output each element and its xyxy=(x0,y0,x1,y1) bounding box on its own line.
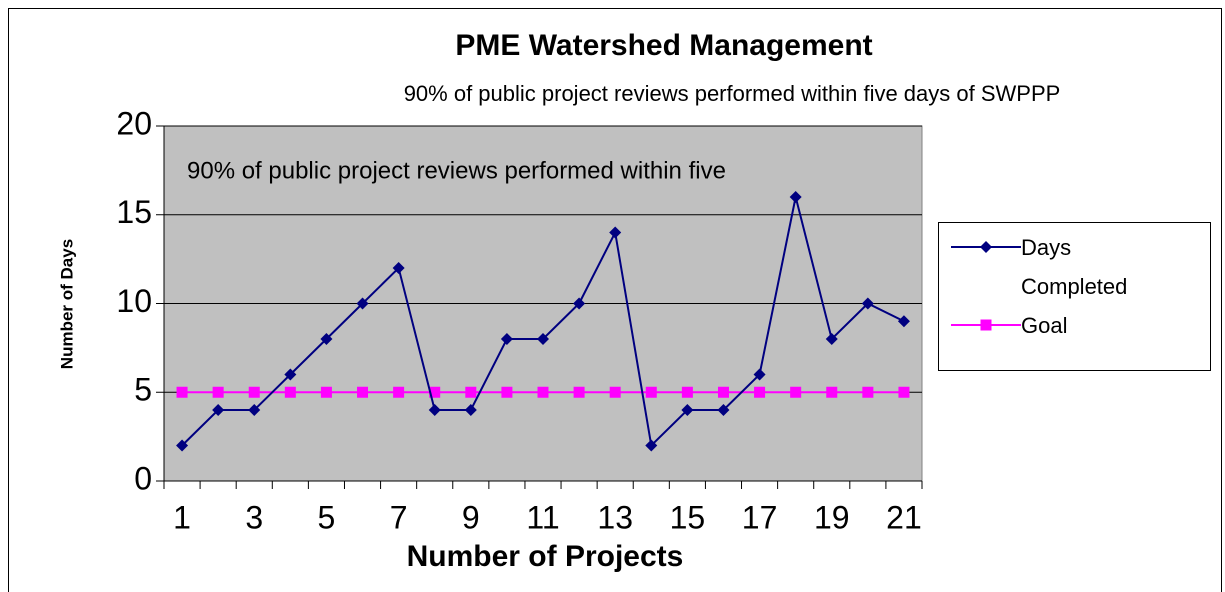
marker xyxy=(980,241,992,253)
marker xyxy=(464,404,477,416)
marker xyxy=(609,226,622,239)
marker xyxy=(897,315,910,328)
chart-subtitle: 90% of public project reviews performed … xyxy=(404,81,1061,106)
marker xyxy=(754,386,766,398)
marker xyxy=(320,333,333,345)
y-axis-title: Number of Days xyxy=(57,239,76,369)
marker xyxy=(501,386,513,398)
marker xyxy=(645,439,658,452)
x-tick-label: 13 xyxy=(597,499,633,535)
marker xyxy=(573,386,585,398)
x-tick-label: 3 xyxy=(245,499,263,535)
marker xyxy=(392,262,405,274)
marker xyxy=(537,386,549,398)
marker xyxy=(862,386,874,398)
annotation: 90% of public project reviews performed … xyxy=(187,157,726,184)
x-tick-label: 17 xyxy=(742,499,778,535)
x-tick-label: 5 xyxy=(318,499,336,535)
marker xyxy=(428,404,441,416)
marker xyxy=(500,333,513,345)
marker xyxy=(284,368,297,381)
marker xyxy=(717,404,730,416)
marker xyxy=(645,386,657,398)
marker xyxy=(681,386,693,398)
x-tick-label: 15 xyxy=(670,499,706,535)
marker xyxy=(609,386,621,398)
marker xyxy=(753,368,766,381)
marker xyxy=(465,386,477,398)
y-tick-label: 5 xyxy=(134,372,152,408)
marker xyxy=(573,297,586,310)
x-tick-label: 7 xyxy=(390,499,408,535)
marker xyxy=(248,404,261,416)
marker xyxy=(789,191,802,203)
marker xyxy=(248,386,260,398)
marker xyxy=(825,333,838,345)
marker xyxy=(176,386,188,398)
marker xyxy=(357,386,369,398)
marker xyxy=(861,297,874,310)
x-tick-label: 19 xyxy=(814,499,850,535)
x-tick-label: 11 xyxy=(526,499,559,535)
y-tick-label: 10 xyxy=(116,283,152,319)
marker xyxy=(356,297,369,310)
y-tick-label: 20 xyxy=(116,105,152,141)
marker xyxy=(176,439,189,452)
y-tick-label: 0 xyxy=(134,460,152,496)
marker xyxy=(980,319,992,331)
legend-swatch xyxy=(951,319,1021,331)
marker xyxy=(826,386,838,398)
x-tick-label: 9 xyxy=(462,499,480,535)
marker xyxy=(717,386,729,398)
marker xyxy=(212,386,224,398)
marker xyxy=(429,386,441,398)
y-tick-label: 15 xyxy=(116,194,152,230)
marker xyxy=(790,386,802,398)
x-axis-title: Number of Projects xyxy=(407,540,684,573)
legend-label: Goal xyxy=(1021,313,1068,338)
marker xyxy=(393,386,405,398)
marker xyxy=(284,386,296,398)
x-tick-label: 21 xyxy=(886,499,922,535)
marker xyxy=(320,386,332,398)
marker xyxy=(212,404,225,416)
chart-title: PME Watershed Management xyxy=(455,29,872,62)
legend-swatch xyxy=(951,241,1021,253)
legend-label: Days Completed xyxy=(1021,235,1128,299)
x-tick-label: 1 xyxy=(173,499,191,535)
marker xyxy=(898,386,910,398)
legend: Days Completed Goal xyxy=(938,222,1211,371)
marker xyxy=(681,404,694,416)
marker xyxy=(537,333,549,345)
